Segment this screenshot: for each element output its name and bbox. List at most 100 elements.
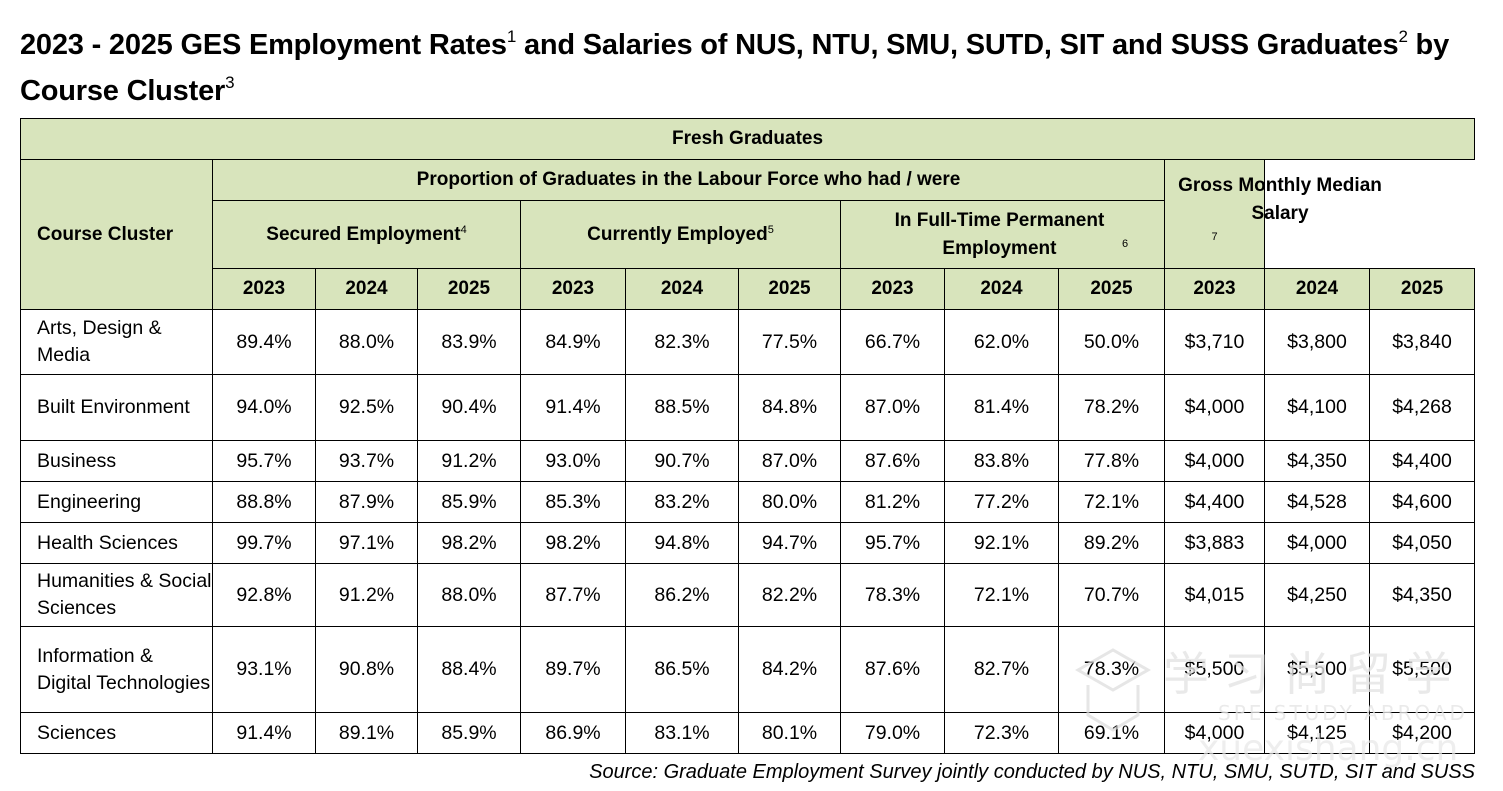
value-cell: 84.2% — [738, 626, 841, 713]
value-cell: 78.2% — [1058, 374, 1165, 441]
value-cell: 93.0% — [520, 440, 626, 482]
value-cell: 87.7% — [520, 563, 626, 627]
table-row: Information & Digital Technologies 93.1% 9… — [20, 626, 1476, 713]
year-header-fulltime-2024: 2024 — [944, 268, 1059, 310]
year-header-current-2023: 2023 — [520, 268, 626, 310]
value-cell: 88.0% — [315, 309, 418, 375]
value-cell: 88.4% — [417, 626, 521, 713]
year-header-current-2025: 2025 — [738, 268, 841, 310]
proportion-header: Proportion of Graduates in the Labour Fo… — [212, 159, 1165, 201]
value-cell: 92.1% — [944, 522, 1059, 564]
course-cluster-cell: Humanities & Social Sciences — [20, 563, 213, 627]
value-cell: 78.3% — [840, 563, 945, 627]
value-cell: 87.6% — [840, 626, 945, 713]
value-cell: 83.1% — [625, 712, 739, 754]
value-cell: 98.2% — [417, 522, 521, 564]
value-cell: $5,500 — [1164, 626, 1265, 713]
course-cluster-cell: Health Sciences — [20, 522, 213, 564]
value-cell: 72.3% — [944, 712, 1059, 754]
year-header-secured-2023: 2023 — [212, 268, 316, 310]
value-cell: 88.8% — [212, 481, 316, 523]
salary-header-label: Gross Monthly Median Salary — [1178, 175, 1382, 224]
year-header-salary-2023: 2023 — [1164, 268, 1265, 310]
currently-employed-label: Currently Employed — [587, 223, 768, 245]
value-cell: 83.8% — [944, 440, 1059, 482]
value-cell: 89.2% — [1058, 522, 1165, 564]
value-cell: $4,400 — [1368, 440, 1476, 482]
value-cell: 89.7% — [520, 626, 626, 713]
course-cluster-header: Course Cluster — [20, 159, 213, 310]
value-cell: 88.0% — [417, 563, 521, 627]
table-row: Engineering 88.8% 87.9% 85.9% 85.3% 83.2% 80.0… — [20, 481, 1476, 523]
value-cell: 77.2% — [944, 481, 1059, 523]
footnote-7: 7 — [1211, 231, 1218, 243]
value-cell: 86.5% — [625, 626, 739, 713]
footnote-3: 3 — [225, 73, 235, 92]
year-header-fulltime-2023: 2023 — [840, 268, 945, 310]
value-cell: 89.4% — [212, 309, 316, 375]
footnote-6: 6 — [1121, 237, 1129, 250]
value-cell: 85.3% — [520, 481, 626, 523]
course-cluster-cell: Built Environment — [20, 374, 213, 441]
value-cell: 93.7% — [315, 440, 418, 482]
value-cell: 91.2% — [417, 440, 521, 482]
value-cell: $4,000 — [1164, 440, 1265, 482]
value-cell: 97.1% — [315, 522, 418, 564]
value-cell: $3,800 — [1264, 309, 1370, 375]
value-cell: 90.7% — [625, 440, 739, 482]
value-cell: 91.4% — [212, 712, 316, 754]
footnote-2: 2 — [1398, 27, 1408, 46]
value-cell: $5,500 — [1368, 626, 1476, 713]
value-cell: 85.9% — [417, 712, 521, 754]
full-time-permanent-header: In Full-Time Permanent Employment 6 — [840, 200, 1165, 269]
value-cell: 89.1% — [315, 712, 418, 754]
value-cell: 92.5% — [315, 374, 418, 441]
value-cell: 50.0% — [1058, 309, 1165, 375]
value-cell: 88.5% — [625, 374, 739, 441]
value-cell: 80.1% — [738, 712, 841, 754]
value-cell: 86.9% — [520, 712, 626, 754]
value-cell: 83.2% — [625, 481, 739, 523]
value-cell: 81.4% — [944, 374, 1059, 441]
value-cell: 66.7% — [840, 309, 945, 375]
currently-employed-header: Currently Employed5 — [520, 200, 841, 269]
year-header-fulltime-2025: 2025 — [1058, 268, 1165, 310]
title-part-2: and Salaries of NUS, NTU, SMU, SUTD, SIT… — [516, 29, 1399, 61]
value-cell: 84.8% — [738, 374, 841, 441]
value-cell: 80.0% — [738, 481, 841, 523]
fresh-graduates-header: Fresh Graduates — [19, 118, 1476, 160]
value-cell: 62.0% — [944, 309, 1059, 375]
value-cell: $4,015 — [1164, 563, 1265, 627]
value-cell: 78.3% — [1058, 626, 1165, 713]
secured-employment-header: Secured Employment4 — [212, 200, 521, 269]
value-cell: 94.8% — [625, 522, 739, 564]
value-cell: 85.9% — [417, 481, 521, 523]
value-cell: 69.1% — [1058, 712, 1165, 754]
value-cell: $4,350 — [1264, 440, 1370, 482]
secured-employment-label: Secured Employment — [266, 223, 461, 245]
value-cell: $4,000 — [1164, 712, 1265, 754]
value-cell: $4,250 — [1264, 563, 1370, 627]
value-cell: $3,840 — [1368, 309, 1476, 375]
value-cell: 95.7% — [212, 440, 316, 482]
value-cell: 81.2% — [840, 481, 945, 523]
table-row: Business 95.7% 93.7% 91.2% 93.0% 90.7% 87.0% 87… — [20, 440, 1476, 482]
table-row: Health Sciences 99.7% 97.1% 98.2% 98.2% 94.8%… — [20, 522, 1476, 564]
value-cell: $4,350 — [1368, 563, 1476, 627]
title-part-1: 2023 - 2025 GES Employment Rates — [20, 29, 507, 61]
value-cell: 87.0% — [738, 440, 841, 482]
value-cell: 82.3% — [625, 309, 739, 375]
value-cell: $4,000 — [1264, 522, 1370, 564]
value-cell: 77.8% — [1058, 440, 1165, 482]
table-row: Humanities & Social Sciences 92.8% 91.2% 88… — [20, 563, 1476, 627]
value-cell: 82.7% — [944, 626, 1059, 713]
value-cell: $4,528 — [1264, 481, 1370, 523]
salary-header: Gross Monthly Median Salary 7 — [1164, 159, 1382, 269]
value-cell: 90.8% — [315, 626, 418, 713]
value-cell: 87.9% — [315, 481, 418, 523]
value-cell: 82.2% — [738, 563, 841, 627]
course-cluster-cell: Business — [20, 440, 213, 482]
value-cell: $4,200 — [1368, 712, 1476, 754]
table-row: Built Environment 94.0% 92.5% 90.4% 91.4% 88.… — [20, 374, 1476, 441]
value-cell: 90.4% — [417, 374, 521, 441]
